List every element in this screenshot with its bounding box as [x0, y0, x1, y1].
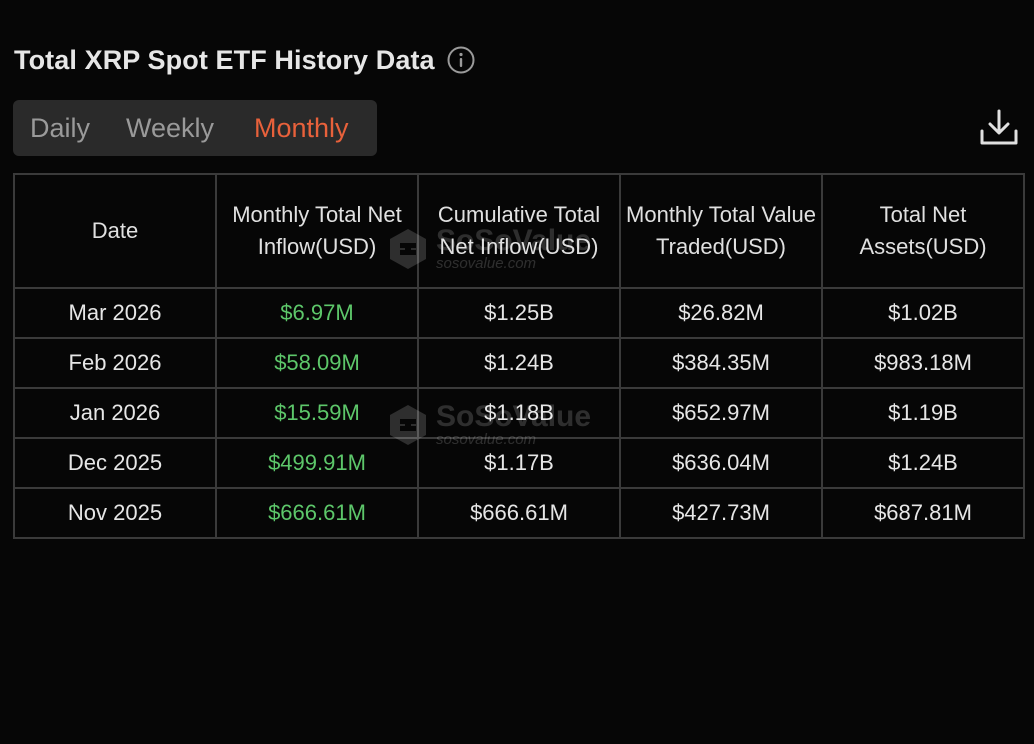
title-row: Total XRP Spot ETF History Data	[14, 40, 475, 80]
tab-daily[interactable]: Daily	[30, 112, 91, 143]
table-row: Jan 2026 $15.59M $1.18B $652.97M $1.19B	[13, 387, 1025, 439]
column-header-net-assets[interactable]: Total Net Assets(USD)	[821, 173, 1025, 289]
cell-net-inflow: $499.91M	[215, 437, 419, 489]
cell-value-traded: $636.04M	[619, 437, 823, 489]
cell-cumulative: $666.61M	[417, 487, 621, 539]
cell-net-assets: $1.02B	[821, 287, 1025, 339]
cell-date: Mar 2026	[13, 287, 217, 339]
cell-date: Nov 2025	[13, 487, 217, 539]
column-header-net-inflow[interactable]: Monthly Total Net Inflow(USD)	[215, 173, 419, 289]
cell-cumulative: $1.25B	[417, 287, 621, 339]
column-header-cumulative[interactable]: Cumulative Total Net Inflow(USD)	[417, 173, 621, 289]
cell-value-traded: $26.82M	[619, 287, 823, 339]
cell-net-inflow: $15.59M	[215, 387, 419, 439]
cell-net-inflow: $6.97M	[215, 287, 419, 339]
cell-value-traded: $652.97M	[619, 387, 823, 439]
page-title: Total XRP Spot ETF History Data	[14, 44, 435, 75]
cell-value-traded: $384.35M	[619, 337, 823, 389]
tab-monthly[interactable]: Monthly	[254, 112, 349, 143]
table-header-row: Date Monthly Total Net Inflow(USD) Cumul…	[13, 173, 1025, 289]
table-row: Nov 2025 $666.61M $666.61M $427.73M $687…	[13, 487, 1025, 539]
cell-cumulative: $1.18B	[417, 387, 621, 439]
cell-net-inflow: $666.61M	[215, 487, 419, 539]
column-header-date[interactable]: Date	[13, 173, 217, 289]
period-tabs: Daily Weekly Monthly	[13, 100, 377, 156]
info-circle-icon[interactable]	[447, 46, 475, 74]
cell-net-inflow: $58.09M	[215, 337, 419, 389]
table-row: Mar 2026 $6.97M $1.25B $26.82M $1.02B	[13, 287, 1025, 339]
cell-value-traded: $427.73M	[619, 487, 823, 539]
cell-net-assets: $983.18M	[821, 337, 1025, 389]
history-table: Date Monthly Total Net Inflow(USD) Cumul…	[13, 173, 1025, 539]
tab-weekly[interactable]: Weekly	[126, 112, 215, 143]
cell-net-assets: $687.81M	[821, 487, 1025, 539]
cell-net-assets: $1.19B	[821, 387, 1025, 439]
table-row: Feb 2026 $58.09M $1.24B $384.35M $983.18…	[13, 337, 1025, 389]
cell-date: Dec 2025	[13, 437, 217, 489]
column-header-value-traded[interactable]: Monthly Total Value Traded(USD)	[619, 173, 823, 289]
cell-date: Jan 2026	[13, 387, 217, 439]
cell-date: Feb 2026	[13, 337, 217, 389]
cell-net-assets: $1.24B	[821, 437, 1025, 489]
cell-cumulative: $1.24B	[417, 337, 621, 389]
cell-cumulative: $1.17B	[417, 437, 621, 489]
table-row: Dec 2025 $499.91M $1.17B $636.04M $1.24B	[13, 437, 1025, 489]
download-icon[interactable]	[978, 107, 1020, 149]
